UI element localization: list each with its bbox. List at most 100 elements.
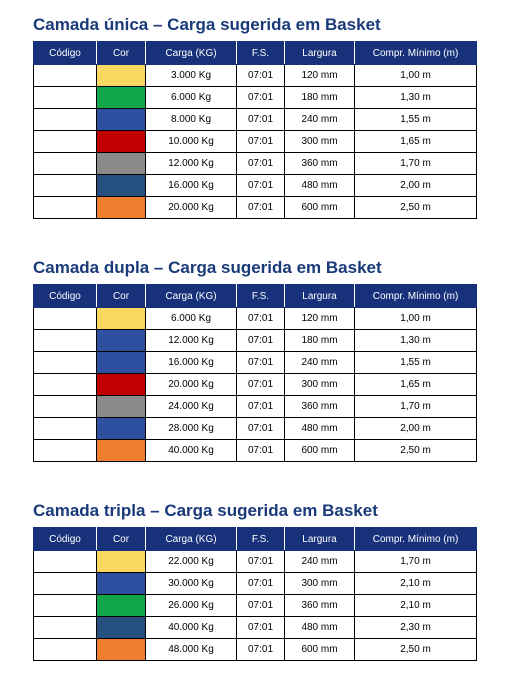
color-swatch-cell xyxy=(96,152,146,175)
cell-largura: 180 mm xyxy=(284,329,355,352)
cell-carga: 40.000 Kg xyxy=(145,439,237,462)
table-row: 12.000 Kg 07:01 360 mm 1,70 m xyxy=(33,152,477,175)
color-swatch xyxy=(97,595,145,616)
header-col-compr: Compr. Mínimo (m) xyxy=(354,527,477,551)
cell-fs: 07:01 xyxy=(236,64,285,87)
header-col-codigo: Código xyxy=(33,41,97,65)
cell-fs: 07:01 xyxy=(236,572,285,595)
cell-carga: 26.000 Kg xyxy=(145,594,237,617)
cell-largura: 300 mm xyxy=(284,373,355,396)
header-col-carga: Carga (KG) xyxy=(145,284,237,308)
cell-codigo xyxy=(33,86,97,109)
cell-largura: 360 mm xyxy=(284,152,355,175)
table-header-row: Código Cor Carga (KG) F.S. Largura Compr. Mín… xyxy=(33,527,477,551)
color-swatch xyxy=(97,573,145,594)
color-swatch xyxy=(97,374,145,395)
color-swatch xyxy=(97,109,145,130)
cell-compr: 1,65 m xyxy=(354,373,477,396)
cell-fs: 07:01 xyxy=(236,86,285,109)
cell-fs: 07:01 xyxy=(236,329,285,352)
cell-codigo xyxy=(33,594,97,617)
color-swatch xyxy=(97,396,145,417)
cell-codigo xyxy=(33,616,97,639)
cell-carga: 6.000 Kg xyxy=(145,86,237,109)
section-camada-dupla: Camada dupla – Carga sugerida em Basket … xyxy=(33,257,477,462)
cell-fs: 07:01 xyxy=(236,196,285,219)
color-swatch-cell xyxy=(96,351,146,374)
header-col-carga: Carga (KG) xyxy=(145,527,237,551)
cell-carga: 40.000 Kg xyxy=(145,616,237,639)
cell-largura: 240 mm xyxy=(284,550,355,573)
table-row: 16.000 Kg 07:01 240 mm 1,55 m xyxy=(33,351,477,374)
cell-carga: 16.000 Kg xyxy=(145,174,237,197)
cell-largura: 360 mm xyxy=(284,594,355,617)
cell-compr: 2,50 m xyxy=(354,638,477,661)
header-col-cor: Cor xyxy=(96,41,146,65)
cell-fs: 07:01 xyxy=(236,594,285,617)
color-swatch-cell xyxy=(96,594,146,617)
cell-largura: 240 mm xyxy=(284,108,355,131)
cell-fs: 07:01 xyxy=(236,417,285,440)
color-swatch xyxy=(97,551,145,572)
table-row: 30.000 Kg 07:01 300 mm 2,10 m xyxy=(33,572,477,595)
cell-fs: 07:01 xyxy=(236,439,285,462)
table-row: 12.000 Kg 07:01 180 mm 1,30 m xyxy=(33,329,477,352)
cell-carga: 10.000 Kg xyxy=(145,130,237,153)
color-swatch-cell xyxy=(96,174,146,197)
cell-fs: 07:01 xyxy=(236,108,285,131)
cell-compr: 2,50 m xyxy=(354,439,477,462)
header-col-compr: Compr. Mínimo (m) xyxy=(354,41,477,65)
table-header-row: Código Cor Carga (KG) F.S. Largura Compr. Mín… xyxy=(33,41,477,65)
header-col-largura: Largura xyxy=(284,527,355,551)
color-swatch xyxy=(97,131,145,152)
color-swatch xyxy=(97,197,145,218)
cell-fs: 07:01 xyxy=(236,307,285,330)
header-col-fs: F.S. xyxy=(236,284,285,308)
load-table: Código Cor Carga (KG) F.S. Largura Compr. Mín… xyxy=(33,527,477,661)
color-swatch-cell xyxy=(96,616,146,639)
color-swatch-cell xyxy=(96,550,146,573)
cell-fs: 07:01 xyxy=(236,130,285,153)
cell-fs: 07:01 xyxy=(236,373,285,396)
cell-compr: 1,65 m xyxy=(354,130,477,153)
cell-largura: 300 mm xyxy=(284,130,355,153)
table-header-row: Código Cor Carga (KG) F.S. Largura Compr. Mín… xyxy=(33,284,477,308)
table-row: 26.000 Kg 07:01 360 mm 2,10 m xyxy=(33,594,477,617)
table-row: 6.000 Kg 07:01 180 mm 1,30 m xyxy=(33,86,477,109)
cell-fs: 07:01 xyxy=(236,638,285,661)
section-camada-unica: Camada única – Carga sugerida em Basket … xyxy=(33,14,477,219)
section-title: Camada tripla – Carga sugerida em Basket xyxy=(33,501,378,520)
header-col-codigo: Código xyxy=(33,284,97,308)
table-row: 20.000 Kg 07:01 300 mm 1,65 m xyxy=(33,373,477,396)
section-title: Camada dupla – Carga sugerida em Basket xyxy=(33,258,382,277)
cell-codigo xyxy=(33,351,97,374)
table-row: 8.000 Kg 07:01 240 mm 1,55 m xyxy=(33,108,477,131)
cell-compr: 1,55 m xyxy=(354,108,477,131)
cell-largura: 180 mm xyxy=(284,86,355,109)
color-swatch-cell xyxy=(96,373,146,396)
cell-fs: 07:01 xyxy=(236,152,285,175)
cell-largura: 600 mm xyxy=(284,196,355,219)
header-col-carga: Carga (KG) xyxy=(145,41,237,65)
cell-compr: 2,00 m xyxy=(354,174,477,197)
table-row: 3.000 Kg 07:01 120 mm 1,00 m xyxy=(33,64,477,87)
table-row: 16.000 Kg 07:01 480 mm 2,00 m xyxy=(33,174,477,197)
cell-codigo xyxy=(33,638,97,661)
header-col-largura: Largura xyxy=(284,284,355,308)
cell-compr: 2,50 m xyxy=(354,196,477,219)
cell-carga: 22.000 Kg xyxy=(145,550,237,573)
cell-compr: 1,30 m xyxy=(354,86,477,109)
color-swatch xyxy=(97,87,145,108)
cell-compr: 2,00 m xyxy=(354,417,477,440)
cell-carga: 12.000 Kg xyxy=(145,152,237,175)
color-swatch-cell xyxy=(96,329,146,352)
color-swatch xyxy=(97,153,145,174)
cell-codigo xyxy=(33,550,97,573)
color-swatch xyxy=(97,175,145,196)
cell-compr: 1,00 m xyxy=(354,64,477,87)
cell-codigo xyxy=(33,395,97,418)
cell-carga: 12.000 Kg xyxy=(145,329,237,352)
color-swatch-cell xyxy=(96,86,146,109)
cell-fs: 07:01 xyxy=(236,395,285,418)
table-row: 40.000 Kg 07:01 600 mm 2,50 m xyxy=(33,439,477,462)
